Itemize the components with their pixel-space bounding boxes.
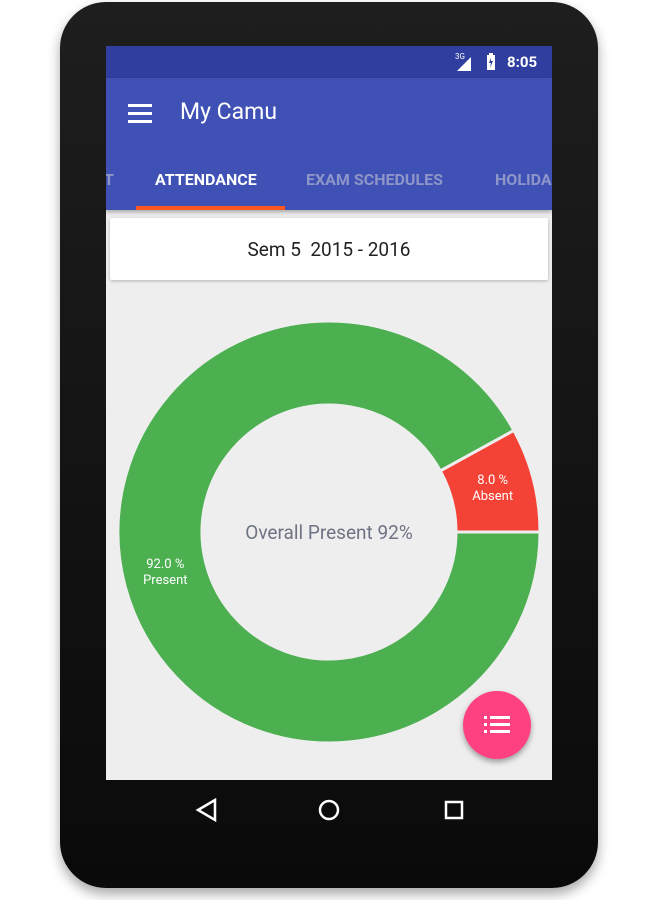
semester-selector[interactable]: Sem 5 2015 - 2016 <box>110 218 548 280</box>
list-fab[interactable] <box>463 691 531 759</box>
back-button[interactable] <box>195 797 217 823</box>
screen: 3G 8:05 My Camu Sem 5 2015 - 2016 8.0 % A… <box>106 46 552 780</box>
app-title: My Camu <box>180 98 277 125</box>
donut-slice <box>116 319 542 745</box>
home-button[interactable] <box>318 799 340 821</box>
list-icon <box>484 716 510 733</box>
slice-category-label: Absent <box>472 489 513 504</box>
tab[interactable]: HOLIDA <box>495 170 552 189</box>
status-bar: 3G 8:05 <box>106 46 552 78</box>
clock: 8:05 <box>507 53 538 71</box>
slice-value-label: 92.0 % <box>146 557 184 572</box>
signal-icon <box>457 57 471 71</box>
recents-button[interactable] <box>444 800 464 820</box>
nav-bar <box>195 797 464 823</box>
menu-button[interactable] <box>128 104 154 124</box>
tab[interactable]: ATTENDANCE <box>155 170 257 189</box>
attendance-donut: 8.0 %Absent 92.0 %Present Overall Present … <box>116 319 542 745</box>
tab[interactable]: T <box>106 170 114 189</box>
center-label: Overall Present 92% <box>245 521 413 544</box>
tab-indicator <box>136 206 285 210</box>
battery-icon <box>487 53 495 70</box>
tab[interactable]: EXAM SCHEDULES <box>306 170 443 189</box>
network-type: 3G <box>455 52 465 61</box>
slice-category-label: Present <box>143 573 187 588</box>
app-bar: My Camu <box>106 78 552 210</box>
semester-label: Sem 5 2015 - 2016 <box>247 237 411 261</box>
slice-value-label: 8.0 % <box>477 473 508 488</box>
